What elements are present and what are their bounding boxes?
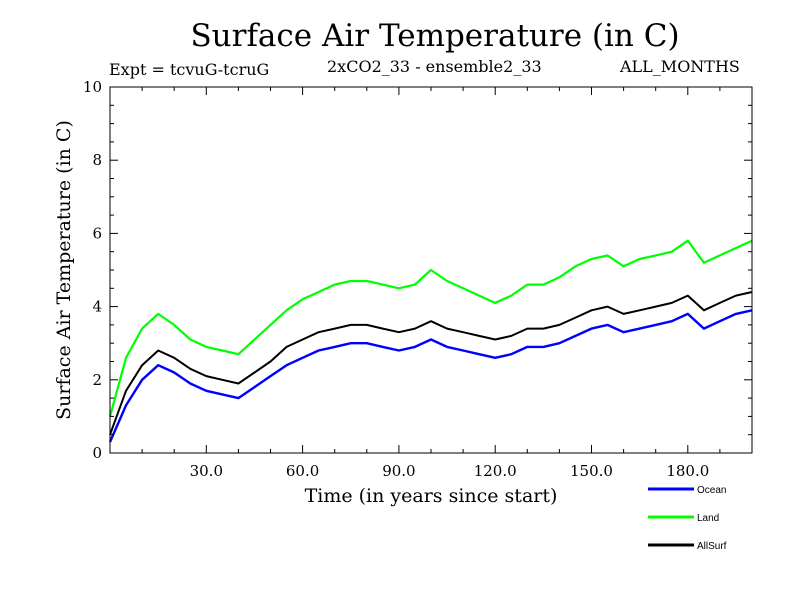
legend-label-ocean: Ocean — [697, 485, 726, 496]
series-line-allsurf — [109, 291, 753, 436]
legend: Ocean Land AllSurf — [648, 485, 727, 552]
y-tick-label: 8 — [92, 151, 102, 169]
plot-series-group — [108, 239, 753, 443]
months-label: ALL_MONTHS — [620, 57, 740, 76]
x-tick-label: 60.0 — [286, 462, 319, 480]
y-axis-label: Surface Air Temperature (in C) — [53, 120, 75, 420]
chart-title: Surface Air Temperature (in C) — [190, 18, 680, 54]
y-tick-label: 10 — [83, 78, 102, 96]
y-tick-label: 2 — [92, 371, 102, 389]
x-tick-label: 150.0 — [570, 462, 613, 480]
x-axis: 30.0 60.0 90.0 120.0 150.0 180.0 — [141, 87, 721, 480]
legend-label-land: Land — [697, 513, 719, 524]
x-tick-label: 120.0 — [474, 462, 517, 480]
legend-label-allsurf: AllSurf — [697, 541, 727, 552]
y-axis: 0 2 4 6 8 10 — [83, 78, 752, 462]
y-tick-label: 6 — [92, 224, 102, 242]
y-tick-label: 4 — [92, 298, 102, 316]
y-tick-label: 0 — [92, 444, 102, 462]
x-tick-label: 30.0 — [190, 462, 223, 480]
x-axis-label: Time (in years since start) — [305, 485, 558, 507]
x-tick-label: 180.0 — [666, 462, 709, 480]
experiment-label: Expt = tcvuG-tcruG — [109, 60, 270, 79]
run-label: 2xCO2_33 - ensemble2_33 — [327, 57, 542, 76]
series-line-land — [108, 239, 753, 417]
x-tick-label: 90.0 — [382, 462, 415, 480]
series-line-ocean — [108, 309, 753, 443]
